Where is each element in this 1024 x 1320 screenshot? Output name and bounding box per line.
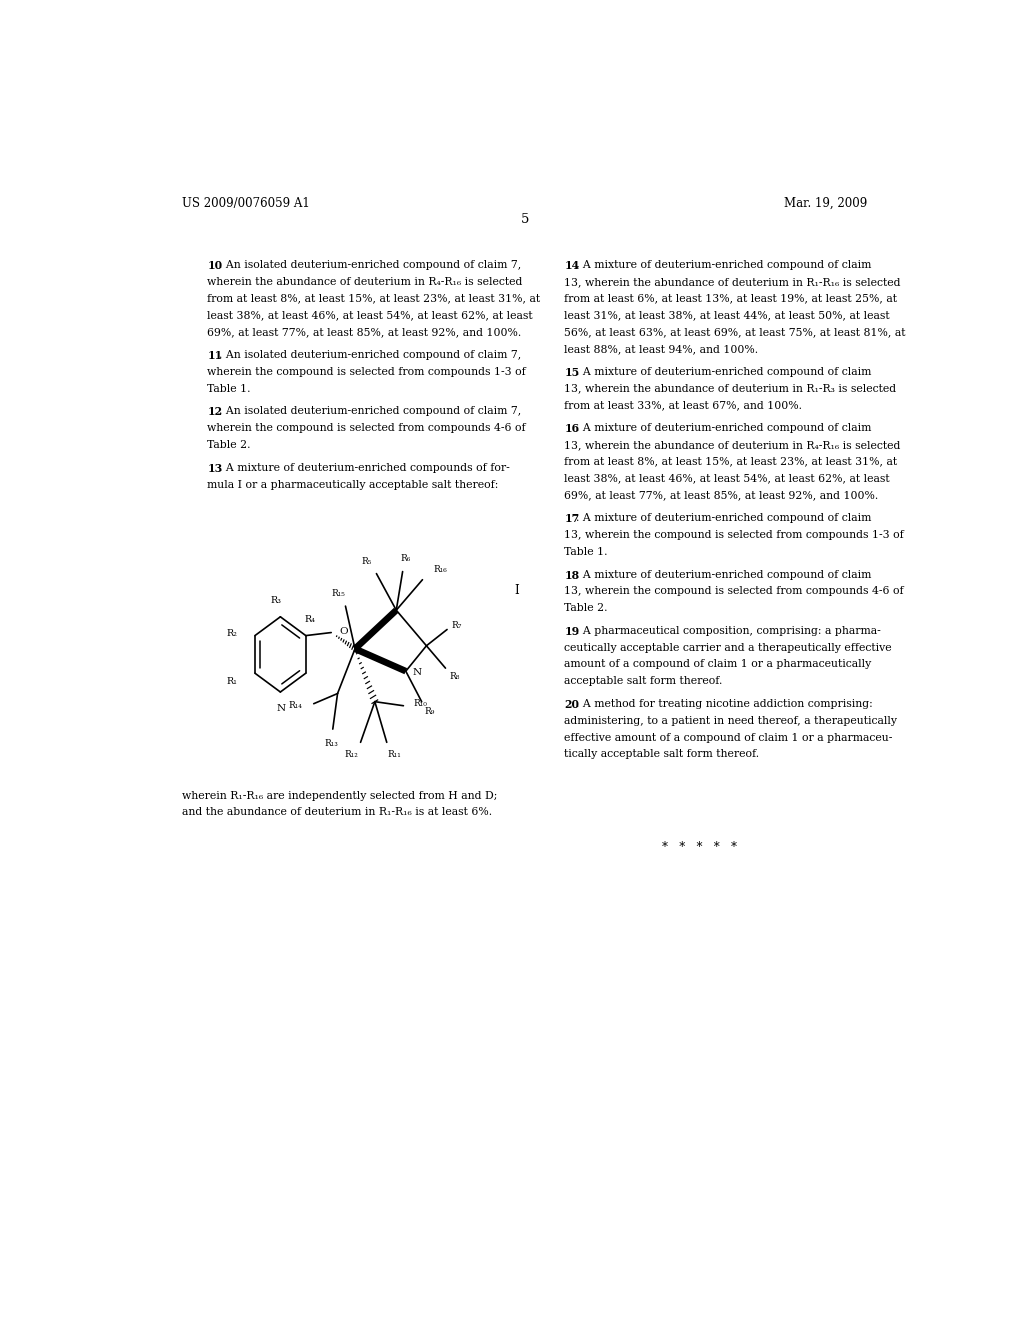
Text: R₂: R₂ <box>226 630 238 638</box>
Text: from at least 33%, at least 67%, and 100%.: from at least 33%, at least 67%, and 100… <box>564 400 803 411</box>
Text: and the abundance of deuterium in R₁-R₁₆ is at least 6%.: and the abundance of deuterium in R₁-R₁₆… <box>182 808 493 817</box>
Text: . An isolated deuterium-enriched compound of claim 7,: . An isolated deuterium-enriched compoun… <box>219 260 521 271</box>
Text: R₁₁: R₁₁ <box>388 750 401 759</box>
Text: 56%, at least 63%, at least 69%, at least 75%, at least 81%, at: 56%, at least 63%, at least 69%, at leas… <box>564 327 906 337</box>
Text: amount of a compound of claim 1 or a pharmaceutically: amount of a compound of claim 1 or a pha… <box>564 660 871 669</box>
Text: 18: 18 <box>564 569 580 581</box>
Text: 13, wherein the compound is selected from compounds 4-6 of: 13, wherein the compound is selected fro… <box>564 586 904 597</box>
Text: R₁₆: R₁₆ <box>433 565 447 574</box>
Text: 17: 17 <box>564 513 580 524</box>
Text: 20: 20 <box>564 700 580 710</box>
Text: . A mixture of deuterium-enriched compound of claim: . A mixture of deuterium-enriched compou… <box>577 569 871 579</box>
Text: wherein the abundance of deuterium in R₄-R₁₆ is selected: wherein the abundance of deuterium in R₄… <box>207 277 522 286</box>
Text: . A mixture of deuterium-enriched compound of claim: . A mixture of deuterium-enriched compou… <box>577 260 871 271</box>
Text: N: N <box>276 704 286 713</box>
Text: 13, wherein the abundance of deuterium in R₁-R₃ is selected: 13, wherein the abundance of deuterium i… <box>564 384 897 393</box>
Text: Table 1.: Table 1. <box>207 384 251 393</box>
Text: . A mixture of deuterium-enriched compound of claim: . A mixture of deuterium-enriched compou… <box>577 367 871 376</box>
Text: from at least 8%, at least 15%, at least 23%, at least 31%, at: from at least 8%, at least 15%, at least… <box>207 293 541 304</box>
Text: tically acceptable salt form thereof.: tically acceptable salt form thereof. <box>564 750 760 759</box>
Text: *   *   *   *   *: * * * * * <box>662 841 737 854</box>
Text: acceptable salt form thereof.: acceptable salt form thereof. <box>564 676 723 686</box>
Text: . A method for treating nicotine addiction comprising:: . A method for treating nicotine addicti… <box>577 700 872 709</box>
Text: 16: 16 <box>564 424 580 434</box>
Text: US 2009/0076059 A1: US 2009/0076059 A1 <box>182 197 309 210</box>
Text: R₁₂: R₁₂ <box>344 750 358 759</box>
Text: Mar. 19, 2009: Mar. 19, 2009 <box>784 197 867 210</box>
Text: administering, to a patient in need thereof, a therapeutically: administering, to a patient in need ther… <box>564 715 897 726</box>
Text: R₈: R₈ <box>450 672 460 681</box>
Text: . A pharmaceutical composition, comprising: a pharma-: . A pharmaceutical composition, comprisi… <box>577 626 881 636</box>
Text: 13, wherein the abundance of deuterium in R₄-R₁₆ is selected: 13, wherein the abundance of deuterium i… <box>564 440 901 450</box>
Text: ceutically acceptable carrier and a therapeutically effective: ceutically acceptable carrier and a ther… <box>564 643 892 652</box>
Text: R₁₅: R₁₅ <box>331 590 345 598</box>
Text: 10: 10 <box>207 260 222 271</box>
Text: Table 2.: Table 2. <box>207 440 251 450</box>
Text: . An isolated deuterium-enriched compound of claim 7,: . An isolated deuterium-enriched compoun… <box>219 407 521 416</box>
Text: R₉: R₉ <box>424 708 435 717</box>
Text: . An isolated deuterium-enriched compound of claim 7,: . An isolated deuterium-enriched compoun… <box>219 350 521 360</box>
Text: . A mixture of deuterium-enriched compound of claim: . A mixture of deuterium-enriched compou… <box>577 513 871 523</box>
Text: R₄: R₄ <box>304 615 315 624</box>
Text: R₁: R₁ <box>226 677 238 686</box>
Text: 5: 5 <box>520 214 529 226</box>
Text: R₆: R₆ <box>400 554 411 562</box>
Text: 14: 14 <box>564 260 580 271</box>
Text: I: I <box>514 583 519 597</box>
Text: 69%, at least 77%, at least 85%, at least 92%, and 100%.: 69%, at least 77%, at least 85%, at leas… <box>207 327 521 337</box>
Text: effective amount of a compound of claim 1 or a pharmaceu-: effective amount of a compound of claim … <box>564 733 893 743</box>
Text: R₃: R₃ <box>271 597 282 605</box>
Text: least 88%, at least 94%, and 100%.: least 88%, at least 94%, and 100%. <box>564 345 759 354</box>
Text: R₁₃: R₁₃ <box>325 739 338 748</box>
Text: least 38%, at least 46%, at least 54%, at least 62%, at least: least 38%, at least 46%, at least 54%, a… <box>564 474 890 483</box>
Text: from at least 8%, at least 15%, at least 23%, at least 31%, at: from at least 8%, at least 15%, at least… <box>564 457 898 467</box>
Text: R₁₀: R₁₀ <box>414 700 428 709</box>
Text: 13, wherein the abundance of deuterium in R₁-R₁₆ is selected: 13, wherein the abundance of deuterium i… <box>564 277 901 286</box>
Text: least 38%, at least 46%, at least 54%, at least 62%, at least: least 38%, at least 46%, at least 54%, a… <box>207 310 532 321</box>
Text: R₁₄: R₁₄ <box>288 701 302 710</box>
Text: wherein the compound is selected from compounds 1-3 of: wherein the compound is selected from co… <box>207 367 526 376</box>
Text: . A mixture of deuterium-enriched compound of claim: . A mixture of deuterium-enriched compou… <box>577 424 871 433</box>
Text: Table 1.: Table 1. <box>564 546 608 557</box>
Text: N: N <box>412 668 421 677</box>
Text: wherein R₁-R₁₆ are independently selected from H and D;: wherein R₁-R₁₆ are independently selecte… <box>182 791 498 801</box>
Text: 12: 12 <box>207 407 222 417</box>
Text: from at least 6%, at least 13%, at least 19%, at least 25%, at: from at least 6%, at least 13%, at least… <box>564 293 897 304</box>
Text: O: O <box>339 627 348 636</box>
Text: R₅: R₅ <box>361 557 372 566</box>
Text: 19: 19 <box>564 626 580 638</box>
Text: 15: 15 <box>564 367 580 378</box>
Text: 13, wherein the compound is selected from compounds 1-3 of: 13, wherein the compound is selected fro… <box>564 529 904 540</box>
Text: least 31%, at least 38%, at least 44%, at least 50%, at least: least 31%, at least 38%, at least 44%, a… <box>564 310 890 321</box>
Text: 69%, at least 77%, at least 85%, at least 92%, and 100%.: 69%, at least 77%, at least 85%, at leas… <box>564 490 879 500</box>
Text: 11: 11 <box>207 350 222 360</box>
Text: 13: 13 <box>207 463 222 474</box>
Text: wherein the compound is selected from compounds 4-6 of: wherein the compound is selected from co… <box>207 424 526 433</box>
Text: . A mixture of deuterium-enriched compounds of for-: . A mixture of deuterium-enriched compou… <box>219 463 510 473</box>
Text: mula I or a pharmaceutically acceptable salt thereof:: mula I or a pharmaceutically acceptable … <box>207 479 499 490</box>
Text: Table 2.: Table 2. <box>564 603 608 612</box>
Text: R₇: R₇ <box>452 620 462 630</box>
